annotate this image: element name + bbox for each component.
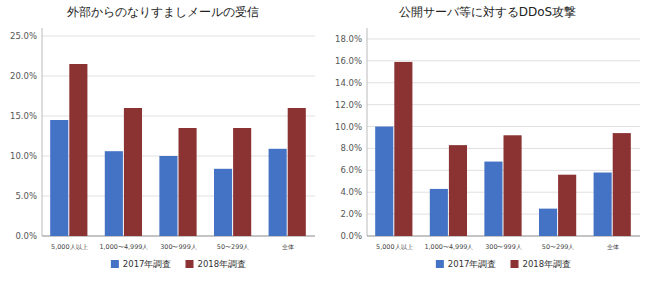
x-tick-label: 5,000人以上	[376, 243, 412, 251]
x-tick-label: 50〜299人	[217, 243, 249, 251]
x-tick-label: 全体	[282, 243, 294, 251]
y-tick-label: 15.0%	[10, 111, 37, 121]
y-tick-label: 0.0%	[15, 231, 37, 241]
bar	[430, 189, 448, 236]
y-tick-label: 2.0%	[340, 209, 362, 219]
bar	[539, 209, 557, 236]
x-tick-label: 全体	[607, 243, 619, 251]
legend: 2017年調査 2018年調査	[436, 259, 571, 269]
x-tick-label: 300〜999人	[160, 243, 197, 251]
x-tick-label: 1,000〜4,999人	[99, 243, 148, 251]
bar	[375, 127, 393, 236]
grid-line	[42, 36, 315, 37]
bar	[233, 128, 251, 236]
grid-line	[367, 38, 640, 39]
bar	[159, 156, 177, 236]
y-tick-label: 25.0%	[10, 31, 37, 41]
y-tick-label: 10.0%	[335, 122, 362, 132]
bar	[69, 64, 87, 236]
bar	[179, 128, 197, 236]
bar	[484, 162, 502, 236]
y-tick-label: 20.0%	[10, 71, 37, 81]
y-axis-line	[367, 28, 368, 236]
legend-swatch	[511, 260, 519, 268]
bar	[214, 169, 232, 236]
y-tick-label: 18.0%	[335, 34, 362, 44]
y-tick-label: 6.0%	[340, 165, 362, 175]
legend-swatch	[111, 260, 119, 268]
y-tick-label: 16.0%	[335, 56, 362, 66]
x-tick-label: 1,000〜4,999人	[424, 243, 473, 251]
bars	[375, 62, 631, 236]
chart: 公開サーバ等に対するDDoS攻撃 0.0% 2.0% 4.0% 6.0% 8.0% 10.0…	[335, 5, 640, 269]
chart: 外部からのなりすましメールの受信 0.0% 5.0% 10.0% 15.0% 20.0% 2…	[10, 5, 315, 269]
y-tick-label: 4.0%	[340, 187, 362, 197]
y-tick-label: 10.0%	[10, 151, 37, 161]
bar	[269, 149, 287, 236]
legend-label: 2018年調査	[198, 259, 247, 269]
bar	[394, 62, 412, 236]
bars	[50, 64, 306, 236]
y-tick-label: 8.0%	[340, 143, 362, 153]
legend-label: 2017年調査	[123, 259, 172, 269]
grid-line	[367, 60, 640, 61]
legend-label: 2018年調査	[523, 259, 572, 269]
bar	[124, 108, 142, 236]
y-tick-label: 0.0%	[340, 231, 362, 241]
bar	[288, 108, 306, 236]
title: 外部からのなりすましメールの受信	[67, 5, 259, 19]
x-tick-label: 300〜999人	[485, 243, 522, 251]
y-tick-label: 14.0%	[335, 78, 362, 88]
y-tick-label: 12.0%	[335, 100, 362, 110]
bar	[504, 135, 522, 236]
legend-label: 2017年調査	[448, 259, 497, 269]
y-axis-line	[42, 28, 43, 236]
legend: 2017年調査 2018年調査	[111, 259, 246, 269]
bar	[449, 145, 467, 236]
x-tick-label: 5,000人以上	[51, 243, 87, 251]
figure: 外部からのなりすましメールの受信 0.0% 5.0% 10.0% 15.0% 20.0% 2…	[0, 0, 650, 281]
legend-swatch	[186, 260, 194, 268]
x-tick-label: 50〜299人	[542, 243, 574, 251]
y-tick-label: 5.0%	[15, 191, 37, 201]
legend-swatch	[436, 260, 444, 268]
bar	[613, 133, 631, 236]
bar	[558, 175, 576, 236]
title: 公開サーバ等に対するDDoS攻撃	[399, 5, 576, 19]
bar	[50, 120, 68, 236]
bar	[594, 173, 612, 236]
bar	[105, 151, 123, 236]
